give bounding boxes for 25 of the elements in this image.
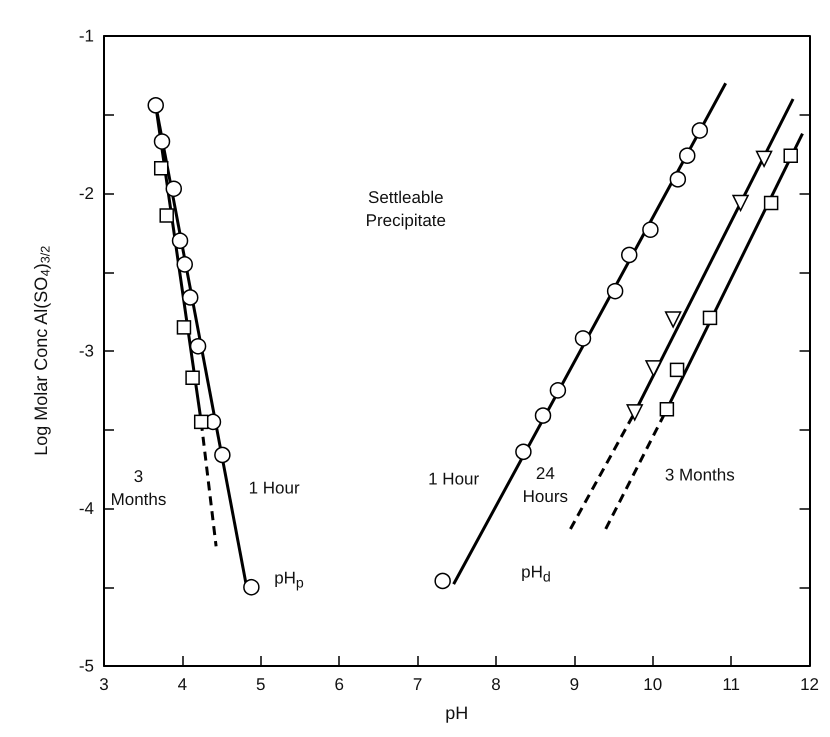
x-tick-label: 9 bbox=[570, 675, 580, 694]
x-tick-label: 11 bbox=[722, 675, 740, 694]
annotation: 24 Hours bbox=[522, 462, 570, 508]
y-tick-label: -4 bbox=[78, 499, 94, 518]
x-tick-label: 12 bbox=[800, 675, 820, 694]
x-tick-label: 10 bbox=[643, 675, 662, 694]
x-tick-label: 6 bbox=[334, 675, 344, 694]
x-tick-label: 4 bbox=[178, 675, 188, 694]
x-axis-title: pH bbox=[445, 703, 468, 723]
x-tick-label: 5 bbox=[256, 675, 266, 694]
annotation: Settleable Precipitate bbox=[364, 187, 447, 232]
annotation: 3 Months bbox=[664, 464, 736, 487]
annotation: 1 Hour bbox=[427, 468, 480, 490]
y-tick-label: -5 bbox=[78, 656, 94, 676]
annotation: pH$_{d}$ bbox=[520, 560, 552, 588]
x-tick-label: 8 bbox=[491, 675, 501, 694]
y-tick-label: -3 bbox=[78, 342, 94, 360]
x-tick-label: 3 bbox=[99, 675, 109, 694]
y-axis-title: Log Molar Conc Al(SO4)3/2 bbox=[31, 246, 52, 456]
y-tick-label: -1 bbox=[78, 26, 94, 46]
x-tick-label: 7 bbox=[412, 675, 422, 694]
annotation: pH$_{p}$ bbox=[273, 567, 305, 594]
annotation: 3 Months bbox=[110, 466, 168, 512]
y-tick-label: -2 bbox=[78, 184, 94, 203]
annotation: 1 Hour bbox=[248, 478, 301, 500]
